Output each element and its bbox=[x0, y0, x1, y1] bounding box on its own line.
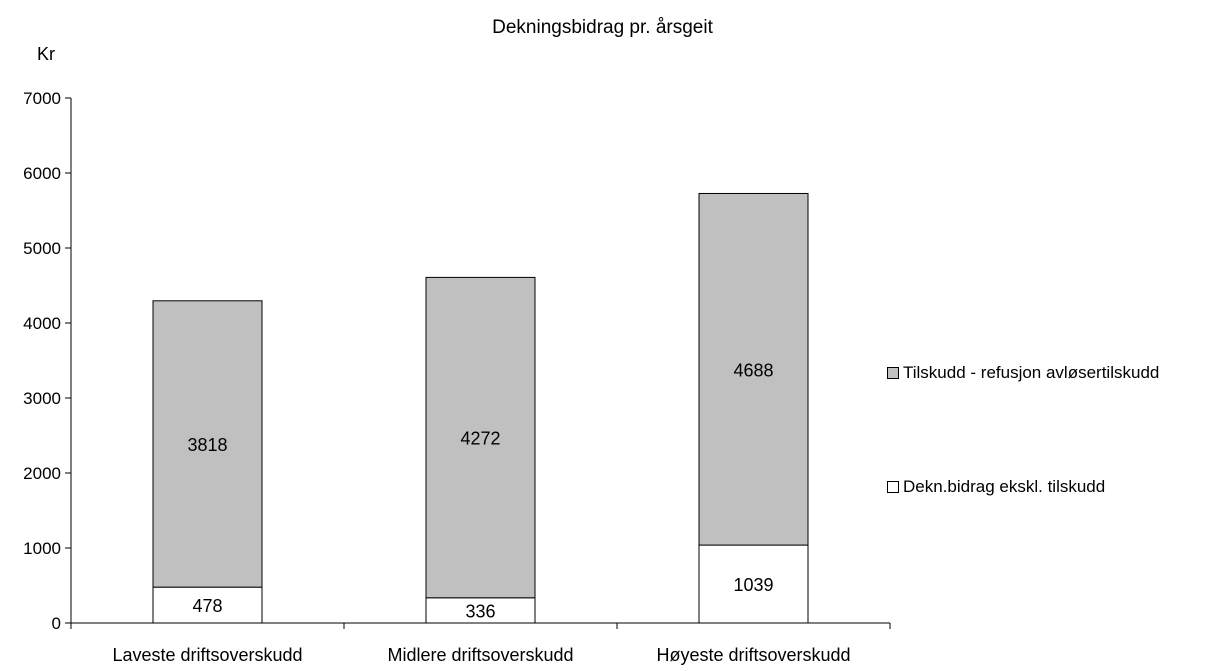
y-axis-label: Kr bbox=[37, 44, 55, 64]
legend-label-dekn-bidrag: Dekn.bidrag ekskl. tilskudd bbox=[903, 477, 1106, 496]
legend-swatch-dekn-bidrag bbox=[887, 481, 899, 493]
data-label: 4688 bbox=[733, 360, 773, 380]
data-label: 4272 bbox=[460, 429, 500, 449]
bar-segment-tilskudd bbox=[152, 300, 263, 588]
x-tick-label: Høyeste driftsoverskudd bbox=[656, 645, 850, 665]
data-label: 336 bbox=[465, 601, 495, 621]
y-tick-label: 3000 bbox=[23, 389, 61, 408]
bar-segment-tilskudd bbox=[698, 192, 809, 546]
x-tick-label: Midlere driftsoverskudd bbox=[387, 645, 573, 665]
y-tick-label: 7000 bbox=[23, 89, 61, 108]
legend-item-dekn-bidrag: Dekn.bidrag ekskl. tilskudd bbox=[887, 477, 1105, 497]
y-tick-label: 1000 bbox=[23, 539, 61, 558]
data-label: 478 bbox=[192, 596, 222, 616]
y-tick-label: 0 bbox=[52, 614, 61, 633]
bar-segment-tilskudd bbox=[425, 276, 536, 599]
y-tick-label: 4000 bbox=[23, 314, 61, 333]
y-tick-label: 6000 bbox=[23, 164, 61, 183]
bar-segment-dekn-bidrag bbox=[698, 544, 809, 624]
legend-item-tilskudd: Tilskudd - refusjon avløsertilskudd bbox=[887, 363, 1159, 383]
legend-swatch-tilskudd bbox=[887, 367, 899, 379]
bar-segment-dekn-bidrag bbox=[152, 586, 263, 624]
y-tick-label: 5000 bbox=[23, 239, 61, 258]
legend-label-tilskudd: Tilskudd - refusjon avløsertilskudd bbox=[903, 363, 1160, 382]
chart-title: Dekningsbidrag pr. årsgeit bbox=[492, 17, 713, 38]
bar-segment-dekn-bidrag bbox=[425, 597, 536, 624]
data-label: 3818 bbox=[187, 435, 227, 455]
data-label: 1039 bbox=[733, 575, 773, 595]
y-tick-label: 2000 bbox=[23, 464, 61, 483]
x-tick-label: Laveste driftsoverskudd bbox=[112, 645, 302, 665]
